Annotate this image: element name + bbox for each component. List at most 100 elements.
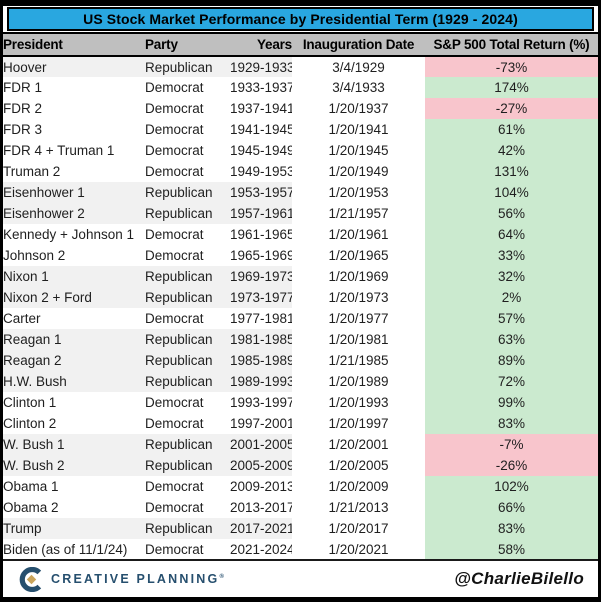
creative-planning-brand: CREATIVE PLANNING® <box>19 566 224 592</box>
cell-party: Republican <box>145 371 230 392</box>
cell-inauguration-date: 1/20/1949 <box>328 164 389 179</box>
cell-years: 1997-2001 <box>230 416 292 431</box>
table-row: Trump Republican 2017-2021 1/20/2017 83% <box>3 518 598 539</box>
cell-years: 1941-1945 <box>230 122 292 137</box>
cell-return: 83% <box>425 413 598 434</box>
cell-inauguration-date: 1/20/1965 <box>328 248 389 263</box>
table-row: H.W. Bush Republican 1989-1993 1/20/1989 72% <box>3 371 598 392</box>
cell-years: 2013-2017 <box>230 500 292 515</box>
cell-years: 1985-1989 <box>230 350 292 371</box>
column-header-inauguration-date: Inauguration Date <box>292 32 425 57</box>
cell-party: Democrat <box>145 248 204 263</box>
cell-return: 33% <box>425 245 598 266</box>
table-row: Nixon 1 Republican 1969-1973 1/20/1969 32% <box>3 266 598 287</box>
table-row: Reagan 2 Republican 1985-1989 1/21/1985 89% <box>3 350 598 371</box>
cell-inauguration-date: 1/21/1985 <box>328 353 389 368</box>
cell-president: Clinton 2 <box>3 416 57 431</box>
cell-return: -26% <box>425 455 598 476</box>
cell-inauguration-date: 1/20/2021 <box>328 541 389 557</box>
cell-inauguration-date: 1/20/1997 <box>328 416 389 431</box>
cell-years: 2005-2009 <box>230 455 292 476</box>
cell-party: Republican <box>145 56 230 77</box>
cell-return: 58% <box>425 539 598 560</box>
cell-president: Hoover <box>3 56 145 77</box>
cell-years: 1969-1973 <box>230 266 292 287</box>
cell-party: Democrat <box>145 101 204 116</box>
cell-return: -73% <box>425 56 598 77</box>
cell-party: Democrat <box>145 311 204 326</box>
cell-party: Republican <box>145 350 230 371</box>
table-header-row: President Party Years Inauguration Date … <box>3 32 598 57</box>
table-row: Obama 1 Democrat 2009-2013 1/20/2009 102% <box>3 476 598 497</box>
table-row: Hoover Republican 1929-1933 3/4/1929 -73% <box>3 56 598 77</box>
cell-president: Kennedy + Johnson 1 <box>3 227 134 242</box>
cell-years: 1937-1941 <box>230 101 292 116</box>
cell-inauguration-date: 1/20/1961 <box>328 227 389 242</box>
table-row: Truman 2 Democrat 1949-1953 1/20/1949 131% <box>3 161 598 182</box>
cell-years: 1961-1965 <box>230 227 292 242</box>
cell-president: FDR 1 <box>3 80 43 95</box>
cell-inauguration-date: 1/21/2013 <box>328 500 389 515</box>
cell-years: 1973-1977 <box>230 287 292 308</box>
cell-president: Reagan 1 <box>3 329 145 350</box>
cell-inauguration-date: 1/20/1969 <box>328 269 389 284</box>
cell-return: 66% <box>425 497 598 518</box>
cell-president: W. Bush 2 <box>3 455 145 476</box>
table-row: FDR 1 Democrat 1933-1937 3/4/1933 174% <box>3 77 598 98</box>
table-row: Reagan 1 Republican 1981-1985 1/20/1981 63% <box>3 329 598 350</box>
cell-president: Obama 2 <box>3 500 59 515</box>
cell-president: Carter <box>3 311 41 326</box>
cell-inauguration-date: 3/4/1933 <box>332 80 385 95</box>
cell-president: Biden (as of 11/1/24) <box>3 541 128 557</box>
cell-inauguration-date: 1/20/1973 <box>328 290 389 305</box>
cell-president: FDR 3 <box>3 122 43 137</box>
cell-president: W. Bush 1 <box>3 434 145 455</box>
cell-years: 1933-1937 <box>230 80 292 95</box>
column-header-president: President <box>3 32 145 57</box>
cell-years: 1993-1997 <box>230 395 292 410</box>
cell-inauguration-date: 1/20/2005 <box>328 458 389 473</box>
cell-president: FDR 4 + Truman 1 <box>3 143 115 158</box>
column-header-party: Party <box>145 32 230 57</box>
cell-years: 1945-1949 <box>230 143 292 158</box>
cell-return: 57% <box>425 308 598 329</box>
cell-inauguration-date: 1/20/2001 <box>328 437 389 452</box>
cell-years: 1953-1957 <box>230 182 292 203</box>
table-row: W. Bush 2 Republican 2005-2009 1/20/2005 -26… <box>3 455 598 476</box>
cell-return: 42% <box>425 140 598 161</box>
cell-party: Democrat <box>145 122 204 137</box>
cell-inauguration-date: 1/20/1937 <box>328 101 389 116</box>
cell-inauguration-date: 1/20/1945 <box>328 143 389 158</box>
cell-party: Republican <box>145 455 230 476</box>
cell-party: Republican <box>145 518 230 539</box>
cell-president: Eisenhower 2 <box>3 203 145 224</box>
table-row: Kennedy + Johnson 1 Democrat 1961-1965 1/20… <box>3 224 598 245</box>
cell-return: -27% <box>425 98 598 119</box>
cell-inauguration-date: 1/20/2017 <box>328 521 389 536</box>
table-row: FDR 2 Democrat 1937-1941 1/20/1937 -27% <box>3 98 598 119</box>
cell-inauguration-date: 1/21/1957 <box>328 206 389 221</box>
cell-party: Democrat <box>145 416 204 431</box>
table-row: W. Bush 1 Republican 2001-2005 1/20/2001 -7% <box>3 434 598 455</box>
cell-return: 89% <box>425 350 598 371</box>
cell-president: Nixon 1 <box>3 266 145 287</box>
cell-return: 72% <box>425 371 598 392</box>
cell-president: Reagan 2 <box>3 350 145 371</box>
cell-inauguration-date: 1/20/1941 <box>328 122 389 137</box>
cell-return: -7% <box>425 434 598 455</box>
cell-inauguration-date: 1/20/2009 <box>328 479 389 494</box>
cell-party: Democrat <box>145 500 204 515</box>
cell-return: 131% <box>425 161 598 182</box>
cell-president: Obama 1 <box>3 479 59 494</box>
table-body: Hoover Republican 1929-1933 3/4/1929 -73% FDR… <box>3 56 598 560</box>
table-header: President Party Years Inauguration Date … <box>3 32 598 57</box>
cell-inauguration-date: 1/20/1977 <box>328 311 389 326</box>
performance-table: President Party Years Inauguration Date … <box>3 32 598 561</box>
cell-president: FDR 2 <box>3 101 43 116</box>
column-header-sp500-total-return: S&P 500 Total Return (%) <box>425 32 598 57</box>
cell-president: Nixon 2 + Ford <box>3 287 145 308</box>
cell-party: Democrat <box>145 479 204 494</box>
cell-inauguration-date: 1/20/1981 <box>328 332 389 347</box>
cell-president: Johnson 2 <box>3 248 66 263</box>
